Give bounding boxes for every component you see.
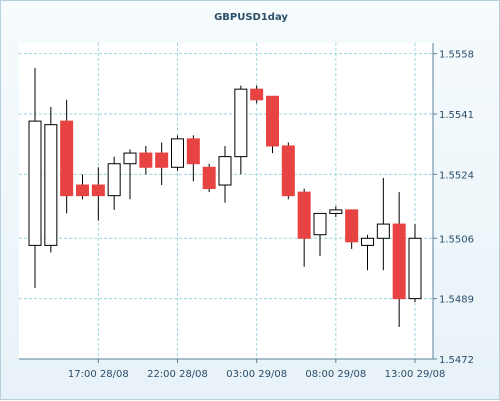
candle (186, 135, 200, 182)
candle-body-up (44, 124, 58, 246)
candle-body-down (345, 209, 359, 243)
x-tick-label: 03:00 29/08 (226, 369, 287, 380)
candle-body-down (250, 88, 264, 101)
candle-body-up (234, 88, 248, 158)
candle-body-down (266, 95, 279, 147)
candle-body-up (329, 209, 343, 214)
chart-title: GBPUSD1day (214, 12, 288, 23)
candle-body-down (155, 152, 169, 168)
candle-body-up (218, 156, 232, 186)
candle-body-up (107, 163, 121, 197)
candle-body-up (313, 212, 327, 236)
candle (281, 142, 295, 200)
candle (123, 149, 137, 200)
axes (19, 43, 437, 363)
y-tick-label: 1.5489 (439, 295, 474, 306)
candle-body-up (376, 223, 390, 239)
candle-body-down (392, 223, 406, 300)
candle (44, 106, 58, 253)
candle-body-down (202, 166, 216, 190)
candle-body-up (171, 138, 184, 168)
candle-body-down (297, 191, 311, 239)
plot-area (19, 43, 433, 359)
candle (250, 85, 264, 104)
candle (91, 167, 105, 221)
candle (297, 188, 311, 267)
candle-body-down (281, 145, 295, 197)
candle-body-up (408, 237, 422, 300)
candle-body-down (91, 184, 105, 197)
candle (139, 145, 153, 175)
candle (202, 163, 216, 193)
x-tick-label: 22:00 28/08 (147, 369, 208, 380)
candle-body-up (28, 120, 42, 246)
tick-labels: 1.5472 1.5489 1.5506 1.5524 1.5541 1.5558 17:0… (68, 50, 474, 380)
candle (171, 135, 184, 171)
candle (408, 224, 422, 303)
candle (361, 234, 374, 271)
candle-body-down (139, 152, 153, 168)
candle (266, 95, 279, 154)
candle (376, 177, 390, 271)
candle (155, 142, 169, 186)
candles (28, 67, 422, 328)
y-tick-label: 1.5558 (439, 50, 474, 61)
candle-body-down (60, 120, 74, 197)
candle (218, 145, 232, 203)
y-tick-label: 1.5472 (439, 355, 474, 366)
candle (60, 99, 74, 214)
candle-body-up (361, 237, 374, 246)
candle (76, 174, 89, 200)
y-tick-label: 1.5524 (439, 170, 474, 181)
x-tick-label: 08:00 29/08 (305, 369, 366, 380)
x-tick-label: 17:00 28/08 (68, 369, 129, 380)
candle (234, 85, 248, 175)
candle (107, 156, 121, 210)
y-tick-label: 1.5506 (439, 234, 474, 245)
candle (313, 212, 327, 257)
plot-background (19, 43, 433, 359)
candle-body-up (123, 152, 137, 165)
candle (345, 209, 359, 249)
candle (28, 67, 42, 288)
candle (329, 206, 343, 217)
x-tick-label: 13:00 29/08 (385, 369, 446, 380)
candle-body-down (76, 184, 89, 197)
candle-body-down (186, 138, 200, 165)
y-tick-label: 1.5541 (439, 110, 474, 121)
candle (392, 192, 406, 328)
